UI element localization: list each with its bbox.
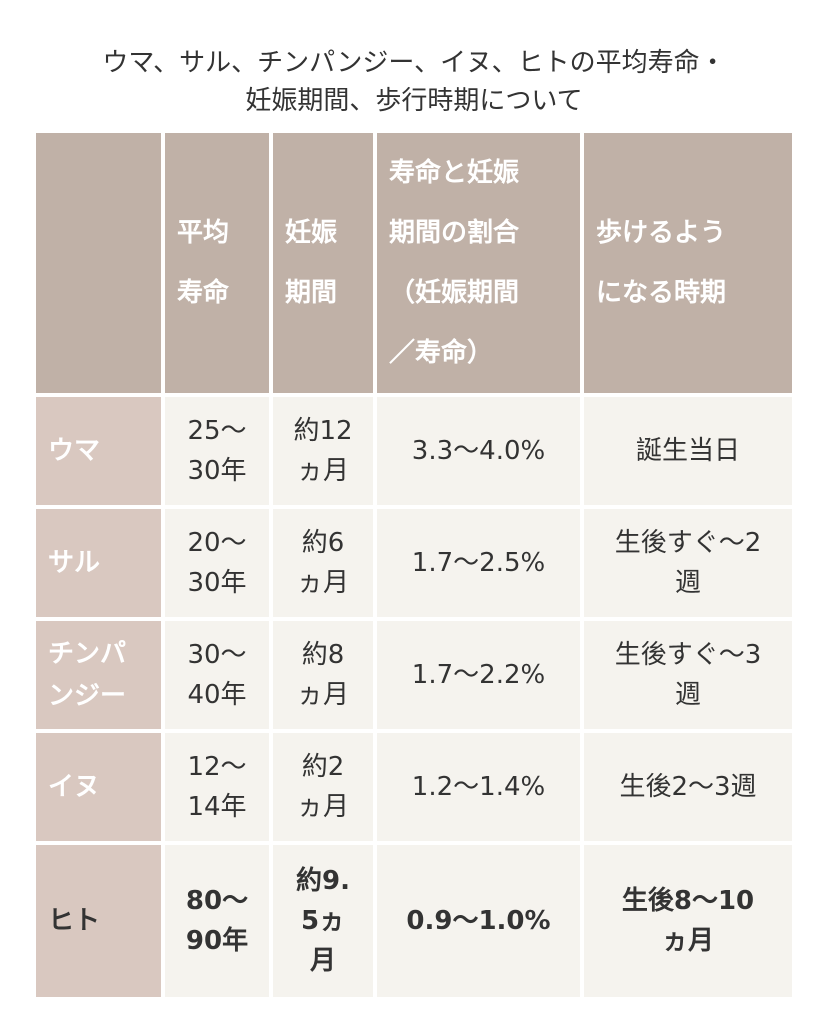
lifespan-cell: 25〜 30年 (165, 397, 269, 505)
lifespan-cell: 12〜 14年 (165, 733, 269, 841)
header-cell-empty (36, 133, 161, 393)
row-header: ヒト (36, 845, 161, 997)
header-ratio: 寿命と妊娠 期間の割合 （妊娠期間 ／寿命） (377, 133, 580, 393)
walking-cell: 生後8〜10 ヵ月 (584, 845, 792, 997)
gestation-cell: 約8 ヵ月 (273, 621, 373, 729)
header-lifespan: 平均 寿命 (165, 133, 269, 393)
comparison-table: 平均 寿命 妊娠 期間 寿命と妊娠 期間の割合 （妊娠期間 ／寿命） 歩けるよう… (36, 133, 792, 997)
ratio-cell: 3.3〜4.0% (377, 397, 580, 505)
row-header: サル (36, 509, 161, 617)
row-header: チンパ ンジー (36, 621, 161, 729)
lifespan-cell: 20〜 30年 (165, 509, 269, 617)
walking-cell: 生後すぐ〜3 週 (584, 621, 792, 729)
ratio-cell: 1.7〜2.2% (377, 621, 580, 729)
lifespan-cell: 80〜 90年 (165, 845, 269, 997)
gestation-cell: 約12 ヵ月 (273, 397, 373, 505)
header-walking: 歩けるよう になる時期 (584, 133, 792, 393)
walking-cell: 生後2〜3週 (584, 733, 792, 841)
ratio-cell: 1.2〜1.4% (377, 733, 580, 841)
ratio-cell: 1.7〜2.5% (377, 509, 580, 617)
ratio-cell: 0.9〜1.0% (377, 845, 580, 997)
walking-cell: 誕生当日 (584, 397, 792, 505)
gestation-cell: 約2 ヵ月 (273, 733, 373, 841)
gestation-cell: 約6 ヵ月 (273, 509, 373, 617)
lifespan-cell: 30〜 40年 (165, 621, 269, 729)
row-header: ウマ (36, 397, 161, 505)
row-header: イヌ (36, 733, 161, 841)
walking-cell: 生後すぐ〜2 週 (584, 509, 792, 617)
page-title: ウマ、サル、チンパンジー、イヌ、ヒトの平均寿命・ 妊娠期間、歩行時期について (102, 48, 726, 116)
gestation-cell: 約9. 5ヵ 月 (273, 845, 373, 997)
header-gestation: 妊娠 期間 (273, 133, 373, 393)
